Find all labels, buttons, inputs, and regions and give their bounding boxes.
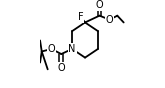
Text: O: O (57, 63, 65, 73)
Text: F: F (78, 12, 84, 22)
Text: O: O (96, 0, 103, 10)
Text: N: N (68, 44, 76, 54)
Text: O: O (106, 15, 114, 25)
Text: O: O (48, 44, 55, 54)
